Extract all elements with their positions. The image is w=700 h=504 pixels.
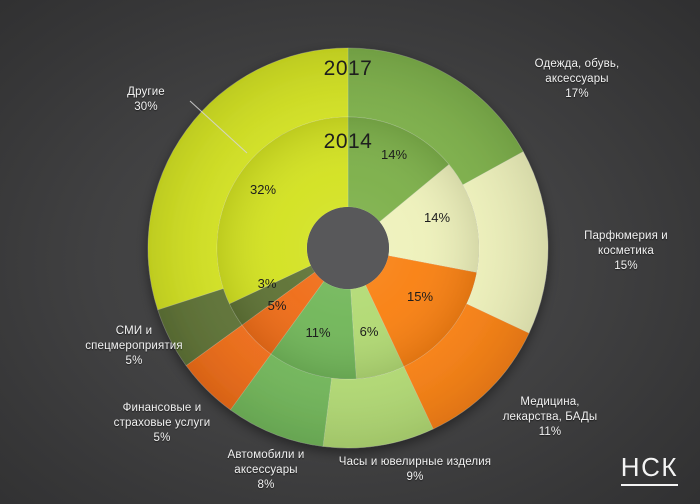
callout-category-name: Часы и ювелирные изделия xyxy=(338,456,492,468)
callout-clothing: Одежда, обувь, аксессуары 17% xyxy=(492,57,662,103)
callout-percent: 5% xyxy=(153,432,171,445)
callout-others: Другие 30% xyxy=(90,85,202,115)
slice-value-label: 11% xyxy=(305,325,330,340)
leader-line-others xyxy=(189,100,248,154)
callout-percent: 5% xyxy=(125,355,143,368)
donut-hole xyxy=(307,207,389,289)
callout-category-name: Другие xyxy=(127,86,165,98)
slice-value-label: 5% xyxy=(268,298,287,313)
callout-watches: Часы и ювелирные изделия 9% xyxy=(303,455,527,485)
callout-percent: 17% xyxy=(565,88,589,101)
inner-ring-value-labels: 14% 14% 15% 6% 11% 5% 3% 32% xyxy=(250,147,450,340)
brand-logo-text: НСК xyxy=(620,452,678,482)
callout-medicine: Медицина, лекарства, БАДы 11% xyxy=(470,395,630,441)
callout-category-name: Одежда, обувь, аксессуары xyxy=(534,58,620,86)
brand-logo-underline xyxy=(620,484,678,486)
callout-category-name: Медицина, лекарства, БАДы xyxy=(502,396,598,424)
callout-media: СМИ и спецмероприятия 5% xyxy=(52,324,216,370)
callout-category-name: СМИ и спецмероприятия xyxy=(85,325,183,353)
slice-value-label: 3% xyxy=(258,276,277,291)
slice-value-label: 32% xyxy=(250,182,276,197)
callout-category-name: Финансовые и страховые услуги xyxy=(113,402,211,430)
callout-percent: 8% xyxy=(257,479,275,492)
callout-percent: 9% xyxy=(406,471,424,484)
callout-finance: Финансовые и страховые услуги 5% xyxy=(76,401,248,447)
callout-category-name: Автомобили и аксессуары xyxy=(227,449,305,477)
callout-cars: Автомобили и аксессуары 8% xyxy=(196,448,336,494)
slice-value-label: 14% xyxy=(381,147,407,162)
callout-percent: 15% xyxy=(614,260,638,273)
callout-percent: 30% xyxy=(134,101,158,114)
callout-percent: 11% xyxy=(538,426,562,439)
callout-perfume: Парфюмерия и косметика 15% xyxy=(556,229,696,275)
brand-logo: НСК xyxy=(620,452,678,486)
outer-ring-year-label: 2017 xyxy=(324,57,373,80)
slice-value-label: 14% xyxy=(424,210,450,225)
slice-value-label: 15% xyxy=(407,289,433,304)
slice-value-label: 6% xyxy=(360,324,379,339)
inner-ring-year-label: 2014 xyxy=(324,130,373,153)
callout-category-name: Парфюмерия и косметика xyxy=(584,230,668,258)
